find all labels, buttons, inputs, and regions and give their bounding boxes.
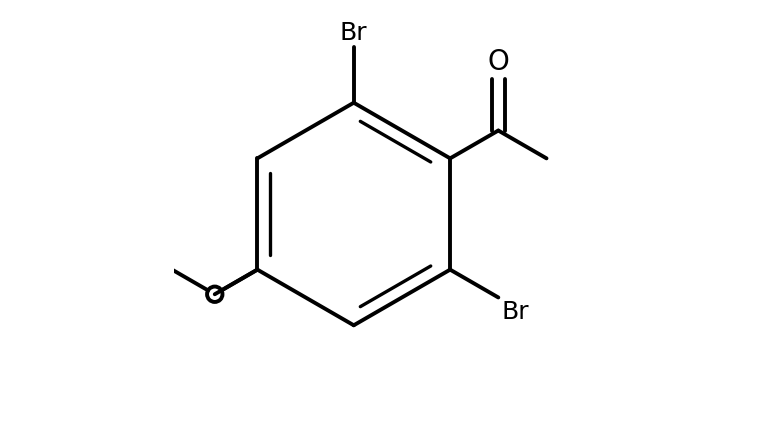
Text: Br: Br: [340, 21, 368, 45]
Text: Br: Br: [502, 300, 529, 324]
Text: O: O: [487, 48, 509, 76]
